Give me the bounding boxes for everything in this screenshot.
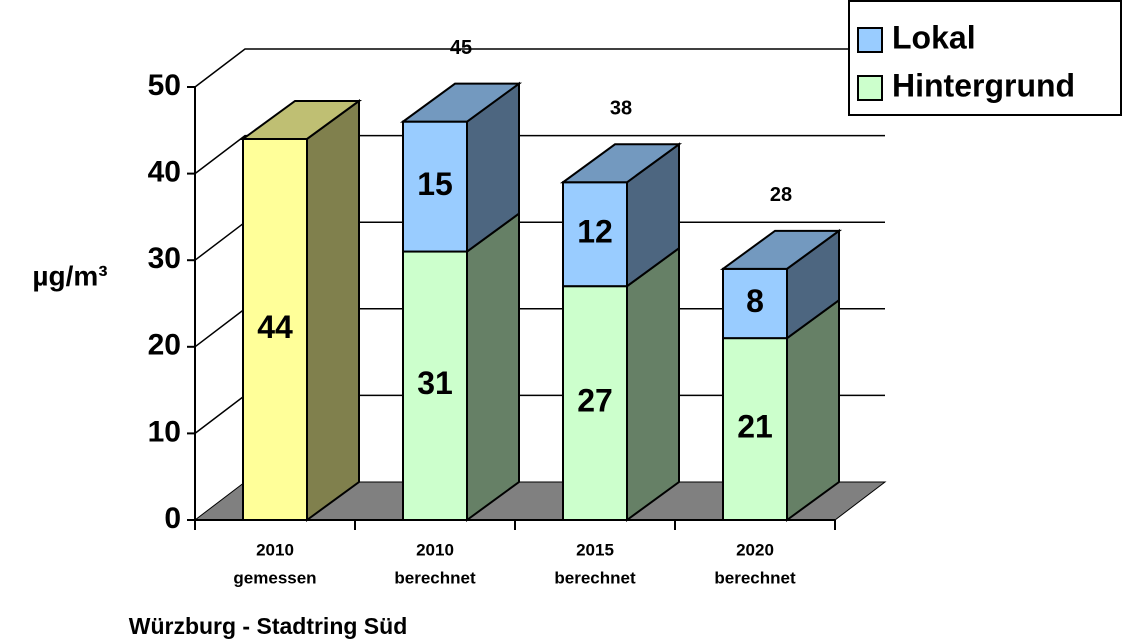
bar-side — [466, 211, 520, 522]
total-label: 28 — [770, 184, 792, 206]
y-tick-label: 40 — [148, 156, 181, 189]
x-tick-label: gemessen — [233, 568, 316, 587]
bar-top — [239, 99, 363, 140]
bar — [242, 137, 308, 522]
bar — [722, 337, 788, 522]
x-tick-label: berechnet — [554, 568, 636, 587]
bar-top — [399, 82, 523, 123]
bar-top — [559, 143, 683, 184]
x-tick-label: berechnet — [394, 568, 476, 587]
bar-side — [626, 246, 680, 522]
legend-swatch — [857, 27, 883, 53]
bar-top — [719, 229, 843, 270]
legend-box — [848, 0, 1122, 116]
bar — [562, 285, 628, 521]
wall-edge — [194, 48, 885, 88]
total-label: 38 — [610, 98, 632, 120]
total-label: 45 — [450, 37, 472, 59]
bar — [402, 120, 468, 253]
x-tick-label: 2010 — [416, 540, 454, 559]
legend-label: Lokal — [892, 19, 976, 55]
y-tick-label: 20 — [148, 329, 181, 362]
value-label: 21 — [737, 409, 773, 445]
bar-side — [306, 98, 360, 522]
legend-label: Hintergrund — [892, 67, 1075, 103]
legend-swatch — [857, 75, 883, 101]
value-label: 44 — [257, 309, 293, 345]
bar — [722, 267, 788, 340]
value-label: 8 — [746, 283, 764, 319]
y-tick-label: 50 — [148, 69, 181, 102]
chart-title: Würzburg - Stadtring Süd — [129, 613, 408, 639]
x-tick-label: 2010 — [256, 540, 294, 559]
value-label: 31 — [417, 365, 453, 401]
y-tick-label: 10 — [148, 415, 181, 448]
bar — [402, 250, 468, 521]
grid-line — [194, 134, 885, 175]
bar — [562, 181, 628, 288]
value-label: 12 — [577, 214, 613, 250]
x-tick-label: berechnet — [714, 568, 796, 587]
y-tick-label: 30 — [148, 242, 181, 275]
y-axis-label: µg/m³ — [32, 260, 107, 291]
x-tick-label: 2015 — [576, 540, 614, 559]
value-label: 15 — [417, 166, 453, 202]
y-tick-label: 0 — [164, 502, 181, 535]
grid-line — [194, 48, 885, 88]
value-label: 27 — [577, 383, 613, 419]
x-tick-label: 2020 — [736, 540, 774, 559]
